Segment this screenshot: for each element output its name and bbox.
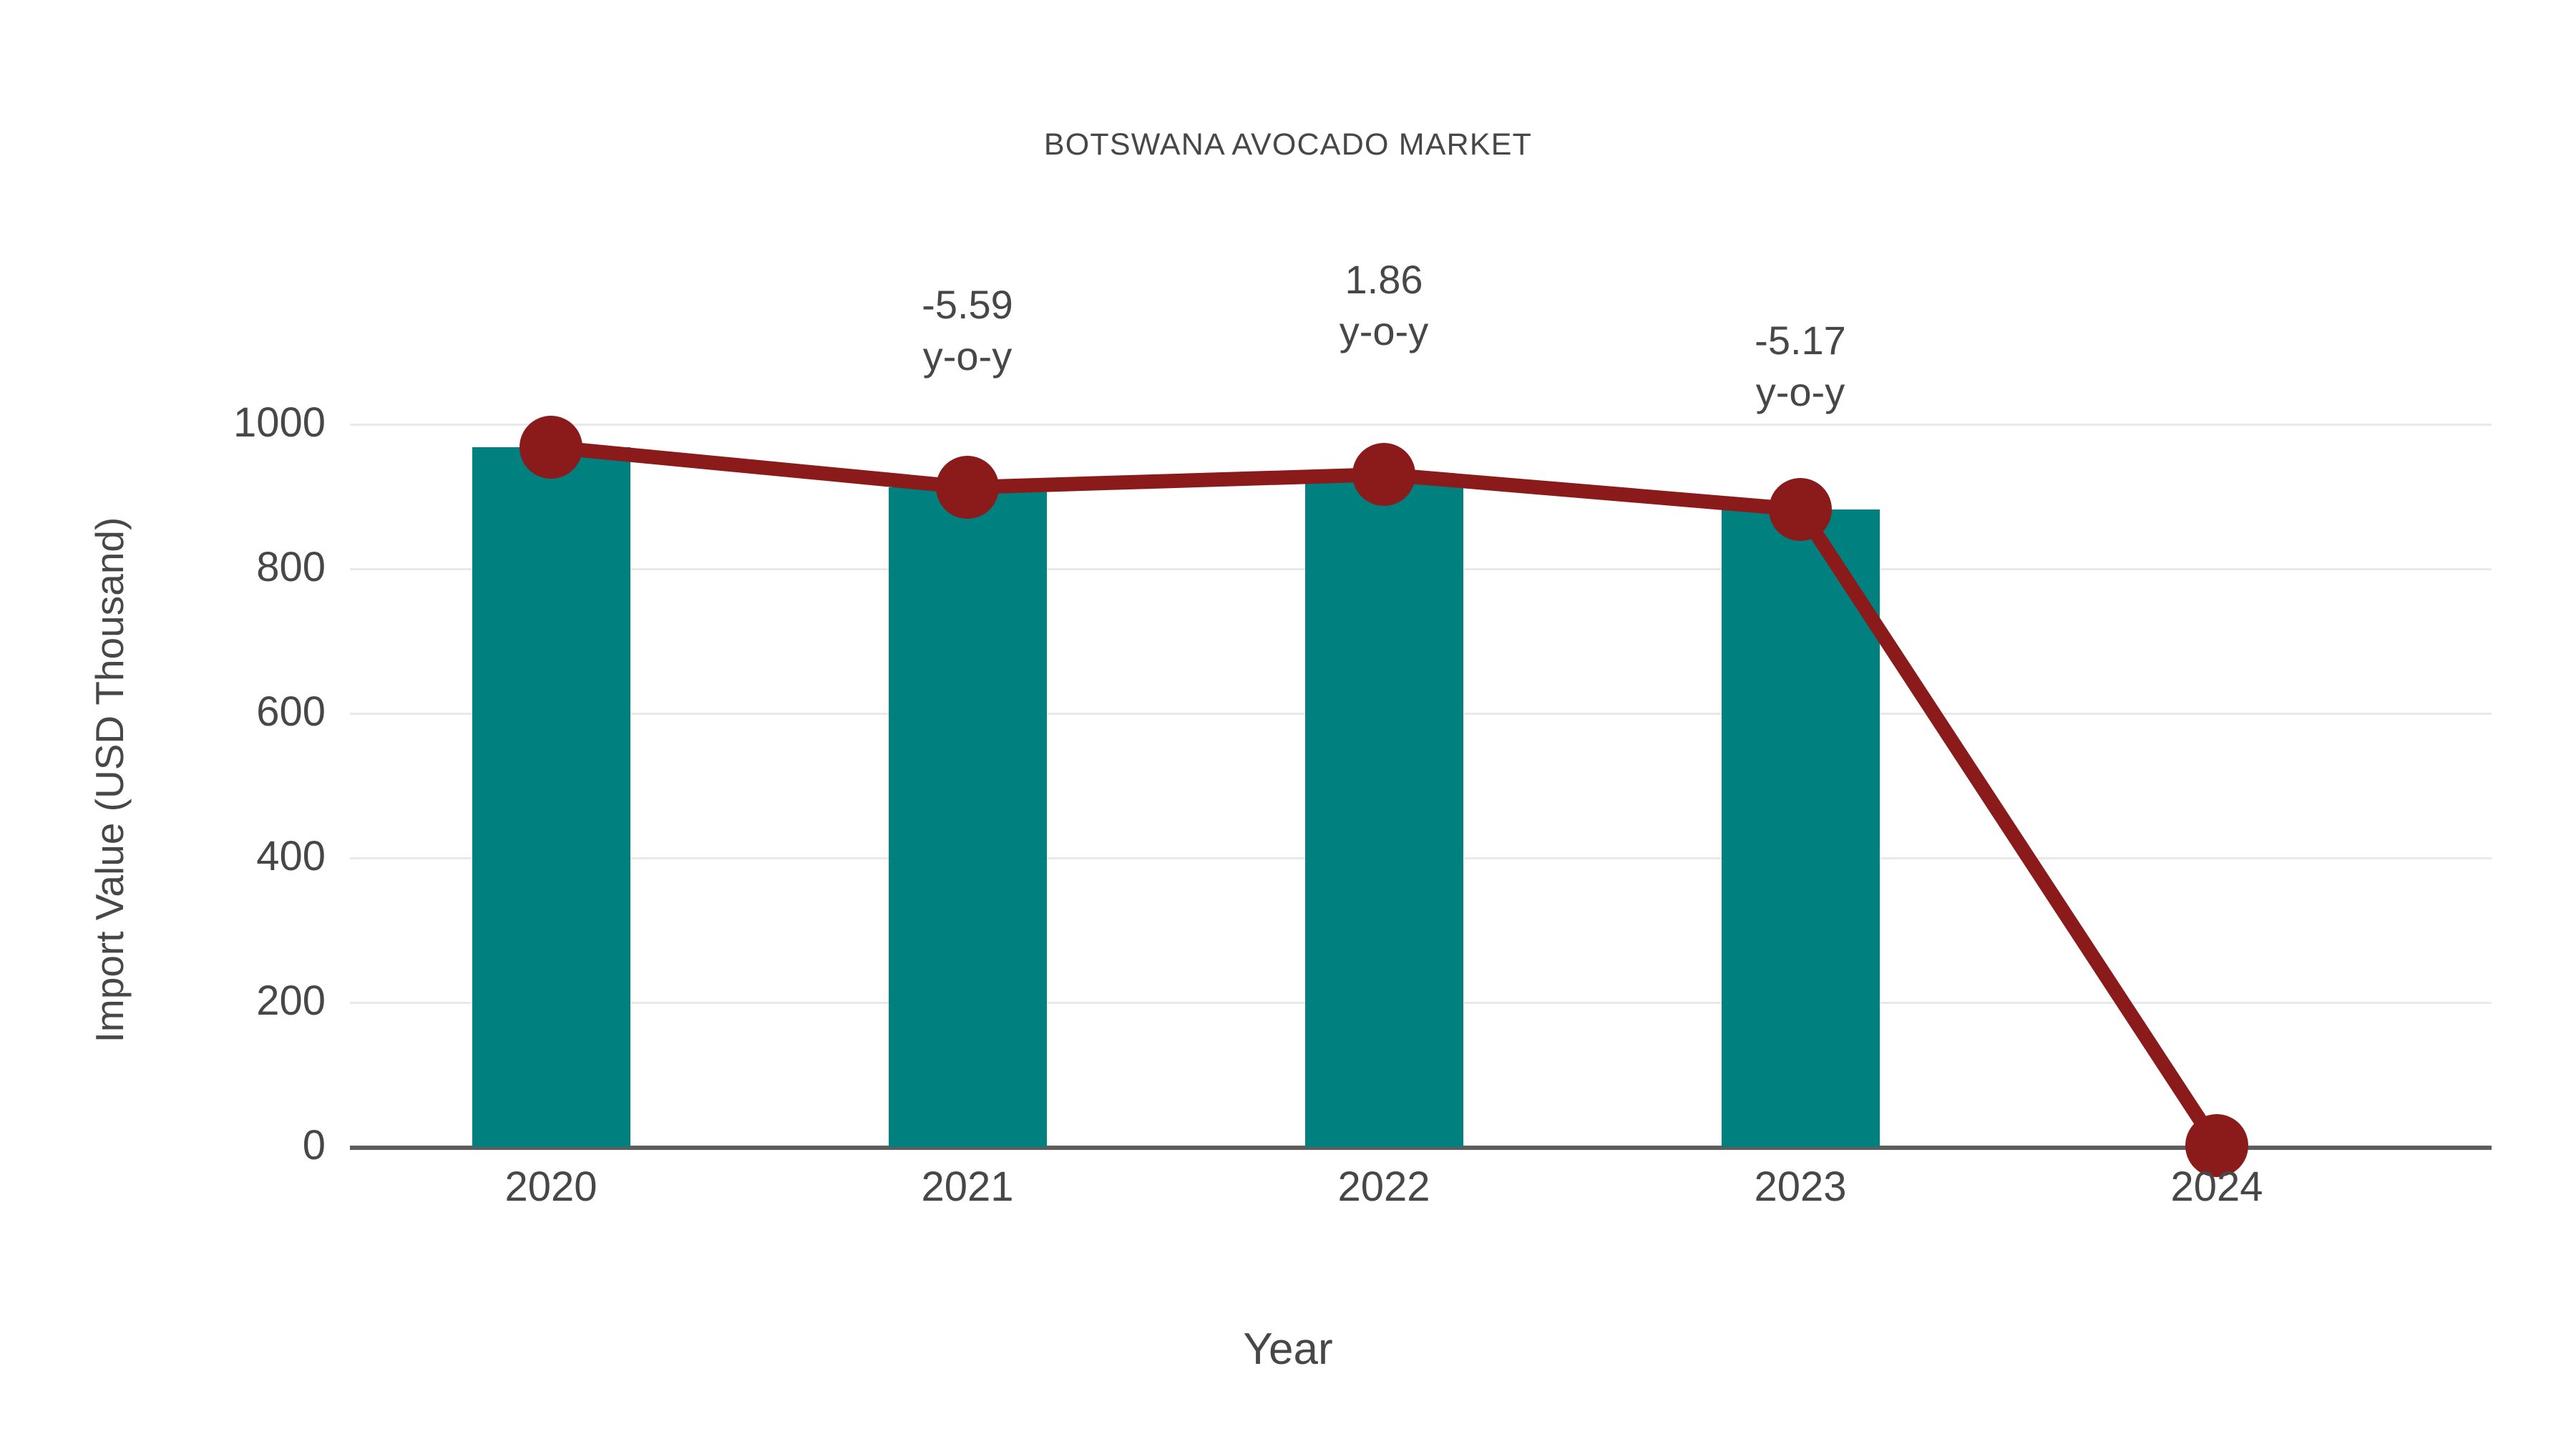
annotation-2023-value: -5.17 xyxy=(1755,318,1846,363)
annotation-2022: 1.86 y-o-y xyxy=(1219,254,1548,356)
annotation-2021-sublabel: y-o-y xyxy=(922,333,1013,379)
bar-2022[interactable] xyxy=(1305,474,1463,1147)
bar-2021[interactable] xyxy=(889,487,1047,1147)
bar-2023[interactable] xyxy=(1722,509,1880,1147)
y-tick-label-0: 0 xyxy=(302,1122,326,1169)
y-tick-label-400: 400 xyxy=(256,833,326,879)
annotation-2022-sublabel: y-o-y xyxy=(1339,308,1429,353)
x-tick-label-2022: 2022 xyxy=(1337,1163,1430,1210)
chart-title: BOTSWANA AVOCADO MARKET xyxy=(1043,127,1533,162)
annotation-2023: -5.17 y-o-y xyxy=(1636,315,1965,417)
annotation-2023-sublabel: y-o-y xyxy=(1755,369,1845,414)
x-tick-label-2021: 2021 xyxy=(921,1163,1014,1210)
y-tick-label-200: 200 xyxy=(256,977,326,1024)
x-axis-title: Year xyxy=(1243,1324,1333,1374)
y-axis-title: Import Value (USD Thousand) xyxy=(87,517,132,1043)
x-tick-label-2020: 2020 xyxy=(504,1163,597,1210)
y-tick-label-800: 800 xyxy=(256,544,326,590)
annotation-2021: -5.59 y-o-y xyxy=(803,279,1132,381)
y-tick-label-600: 600 xyxy=(256,688,326,735)
x-tick-label-2023: 2023 xyxy=(1754,1163,1847,1210)
annotation-2021-value: -5.59 xyxy=(922,282,1013,327)
y-tick-label-1000: 1000 xyxy=(233,399,326,446)
gridline-1000 xyxy=(350,424,2492,426)
x-tick-label-2024: 2024 xyxy=(2170,1163,2263,1210)
bar-2020[interactable] xyxy=(472,447,630,1147)
annotation-2022-value: 1.86 xyxy=(1345,257,1423,302)
